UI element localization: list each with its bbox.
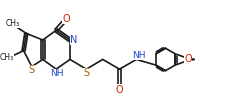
Text: O: O xyxy=(184,54,192,64)
Text: S: S xyxy=(28,66,34,76)
Text: O: O xyxy=(115,85,123,95)
Text: N: N xyxy=(70,35,78,45)
Text: O: O xyxy=(62,14,70,24)
Text: CH₃: CH₃ xyxy=(6,19,20,28)
Text: NH: NH xyxy=(132,51,145,60)
Text: CH₃: CH₃ xyxy=(0,53,13,62)
Text: O: O xyxy=(184,55,192,65)
Text: S: S xyxy=(84,68,90,78)
Text: NH: NH xyxy=(51,69,64,78)
